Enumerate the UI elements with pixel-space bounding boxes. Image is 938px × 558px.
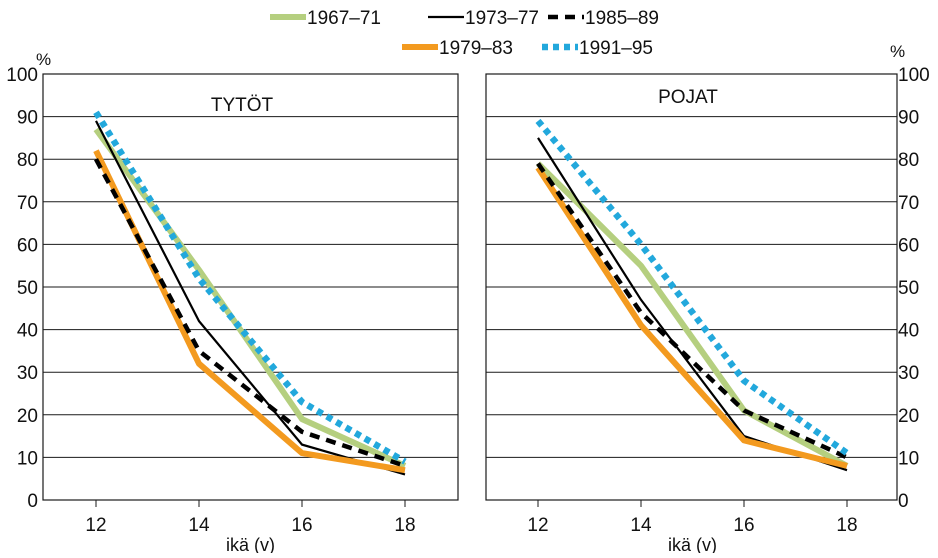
x-tick-label: 18 [394,515,415,536]
legend-label: 1985–89 [585,8,659,29]
y-axis-label: % [36,50,51,69]
plot-frame [42,73,459,501]
x-tick-label: 12 [527,515,548,536]
y-tick-label: 70 [17,193,38,214]
series-line-1985–89 [536,162,848,460]
y-tick-label: 80 [898,150,919,171]
legend-label: 1991–95 [579,38,653,59]
plot-frame [485,73,898,501]
x-tick-label: 16 [291,515,312,536]
y-tick-label: 100 [898,65,930,86]
legend-label: 1973–77 [465,8,539,29]
y-tick-label: 20 [898,406,919,427]
x-axis-label: ikä (v) [668,535,717,553]
y-tick-label: 20 [17,406,38,427]
series-line-1979–83 [93,149,406,474]
series-line-1985–89 [94,158,406,469]
x-axis-label: ikä (v) [226,535,275,553]
y-tick-label: 80 [17,150,38,171]
x-tick-label: 12 [85,515,106,536]
y-tick-label: 10 [17,448,38,469]
legend-label: 1979–83 [439,38,513,59]
series-line-1967–71 [535,161,849,469]
y-tick-label: 50 [898,278,919,299]
x-tick-label: 18 [836,515,857,536]
x-tick-label: 16 [733,515,754,536]
legend-label: 1967–71 [307,8,381,29]
y-tick-label: 90 [898,108,919,129]
panel-title: TYTÖT [211,95,274,116]
x-tick-label: 14 [630,515,652,536]
y-axis-label: % [890,42,905,61]
series-line-1991–95 [535,118,849,456]
y-tick-label: 30 [898,363,919,384]
panel-title: POJAT [658,87,718,108]
series-line-1973–77 [95,120,406,476]
y-tick-label: 60 [898,235,919,256]
y-tick-label: 90 [17,108,38,129]
series-line-1979–83 [535,166,848,469]
y-tick-label: 40 [898,321,919,342]
x-tick-label: 14 [188,515,210,536]
series-line-1991–95 [93,110,407,465]
y-tick-label: 10 [898,448,919,469]
y-tick-label: 50 [17,278,38,299]
y-tick-label: 30 [17,363,38,384]
y-tick-label: 40 [17,321,38,342]
y-tick-label: 60 [17,235,38,256]
y-tick-label: 0 [27,491,38,512]
y-tick-label: 70 [898,193,919,214]
y-tick-label: 0 [898,491,909,512]
y-tick-label: 100 [6,65,38,86]
series-line-1967–71 [93,127,407,469]
